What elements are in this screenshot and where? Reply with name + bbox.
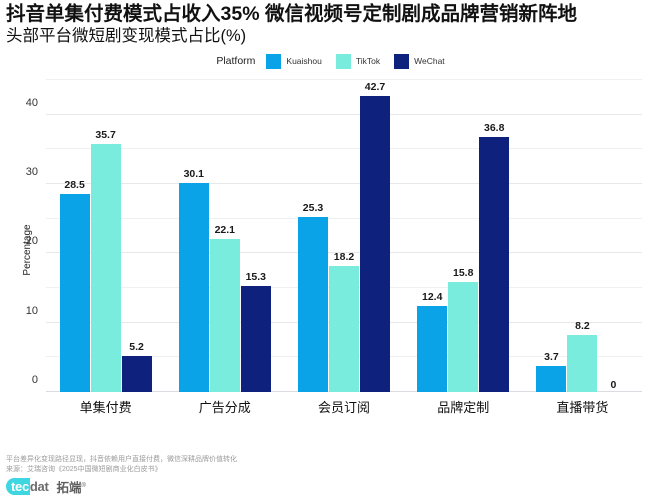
- legend-title: Platform: [216, 55, 256, 67]
- y-axis-tick-label: 20: [25, 235, 38, 248]
- chart-plot: Percentage 0 10 20 30 40 28.5 35.7 5.2 30.1 22.1…: [0, 74, 648, 426]
- logo-tec-text: tec: [6, 477, 30, 495]
- legend-item-kuaishou[interactable]: Kuaishou: [266, 53, 322, 69]
- gridline: [46, 148, 642, 150]
- gridline: [46, 113, 642, 115]
- gridline: [46, 183, 642, 184]
- bar-slot: 36.8: [479, 80, 510, 392]
- bar-value-label: 22.1: [214, 223, 236, 236]
- bar-groups: 28.5 35.7 5.2 30.1 22.1 15.3 25.3 18.2 42.7 12.4 1…: [46, 80, 642, 392]
- bar-value-label: 25.3: [302, 201, 324, 214]
- logo-dat-text: dat: [29, 478, 49, 494]
- bar-slot: 15.8: [448, 80, 479, 392]
- bar-wechat-4[interactable]: 36.8: [479, 122, 510, 392]
- bar-value-label: 8.2: [575, 320, 590, 333]
- bar-value-label: 35.7: [95, 129, 116, 142]
- plot-area: 0 10 20 30 40 28.5 35.7 5.2 30.1 22.1 15.3 25.3 18.…: [26, 79, 642, 392]
- logo-registered-mark: ®: [81, 482, 86, 489]
- bar-group: 3.7 8.2 0: [523, 80, 642, 392]
- bar-slot: 22.1: [209, 80, 240, 392]
- bar-slot: 35.7: [90, 80, 121, 392]
- x-axis-tick-label: 单集付费: [79, 400, 132, 415]
- bar-slot: 28.5: [59, 80, 90, 392]
- x-axis-tick-label: 直播带货: [556, 400, 609, 415]
- bar-kuaishou-3[interactable]: 25.3: [298, 202, 328, 392]
- legend-label-tiktok: TikTok: [355, 56, 381, 66]
- legend-label-kuaishou: Kuaishou: [286, 56, 322, 66]
- bar-tiktok-1[interactable]: 35.7: [90, 129, 121, 392]
- y-axis-title: Percentage: [22, 224, 34, 276]
- bar-slot: 5.2: [121, 80, 152, 392]
- bar-value-label: 36.8: [483, 121, 505, 134]
- bar-value-label: 12.4: [421, 291, 443, 304]
- bar-value-label: 0: [610, 379, 617, 391]
- x-axis-tick-label: 会员订阅: [318, 400, 371, 415]
- bar-value-label: 5.2: [129, 340, 144, 353]
- tecdat-logo: tecdat 拓端®: [6, 477, 646, 496]
- bar-slot: 8.2: [567, 80, 598, 392]
- bar-slot: 15.3: [240, 80, 271, 392]
- legend-label-wechat: WeChat: [414, 56, 445, 66]
- bar-kuaishou-1[interactable]: 28.5: [59, 179, 90, 392]
- logo-cn-text: 拓端®: [57, 477, 86, 496]
- bar-value-label: 3.7: [544, 351, 559, 364]
- bar-group: 25.3 18.2 42.7: [284, 80, 403, 392]
- chart-header: 抖音单集付费模式占收入35% 微信视频号定制剧成品牌营销新阵地 头部平台微短剧变…: [0, 0, 648, 47]
- legend-item-wechat[interactable]: WeChat: [394, 53, 445, 69]
- legend-item-tiktok[interactable]: TikTok: [335, 53, 381, 69]
- bar-value-label: 18.2: [333, 250, 355, 263]
- bar-group: 12.4 15.8 36.8: [404, 80, 523, 392]
- bar-value-label: 42.7: [364, 80, 386, 93]
- page-title: 抖音单集付费模式占收入35% 微信视频号定制剧成品牌营销新阵地: [6, 3, 577, 25]
- bar-wechat-2[interactable]: 15.3: [240, 271, 271, 392]
- legend-swatch-kuaishou: [266, 53, 282, 69]
- bar-slot: 18.2: [329, 80, 359, 392]
- logo-cn-label: 拓端: [56, 481, 82, 495]
- x-axis-tick-label: 广告分成: [198, 400, 251, 415]
- bar-slot: 12.4: [417, 80, 448, 392]
- bar-wechat-3[interactable]: 42.7: [360, 81, 390, 392]
- chart-legend: Platform Kuaishou TikTok WeChat: [20, 52, 648, 70]
- bar-slot: 30.1: [178, 80, 209, 392]
- bar-value-label: 15.8: [452, 267, 474, 280]
- y-axis-tick-label: 0: [31, 374, 38, 386]
- bar-tiktok-4[interactable]: 15.8: [448, 267, 479, 392]
- legend-swatch-tiktok: [335, 53, 351, 69]
- bar-tiktok-3[interactable]: 18.2: [329, 251, 359, 392]
- bar-value-label: 15.3: [245, 270, 267, 283]
- chart-footer: 平台差异化变现路径显现，抖音依赖用户直接付费，微信深耕品牌价值转化 来源：艾瑞咨…: [6, 455, 646, 496]
- bar-tiktok-5[interactable]: 8.2: [567, 320, 598, 392]
- logo-wordmark: tecdat: [6, 477, 52, 495]
- bar-kuaishou-4[interactable]: 12.4: [417, 291, 448, 392]
- legend-swatch-wechat: [394, 53, 410, 69]
- y-axis-tick-label: 30: [25, 166, 38, 178]
- bar-slot: 25.3: [298, 80, 328, 392]
- bar-group: 30.1 22.1 15.3: [165, 80, 284, 392]
- bar-slot: 3.7: [536, 80, 567, 392]
- footer-note-line1: 平台差异化变现路径显现，抖音依赖用户直接付费，微信深耕品牌价值转化: [6, 456, 237, 463]
- footer-note-line2: 来源：艾瑞咨询《2025中国微短剧商业化白皮书》: [6, 465, 162, 473]
- bar-slot: 42.7: [360, 80, 390, 392]
- bar-group: 28.5 35.7 5.2: [46, 80, 165, 392]
- x-axis-labels: 单集付费 广告分成 会员订阅 品牌定制 直播带货: [46, 396, 642, 420]
- gridline: [46, 217, 642, 219]
- x-axis-tick-label: 品牌定制: [437, 400, 490, 415]
- y-axis-tick-label: 10: [25, 304, 38, 317]
- bar-kuaishou-2[interactable]: 30.1: [178, 168, 209, 392]
- gridline: [46, 252, 642, 254]
- bar-value-label: 28.5: [64, 179, 85, 192]
- chart-subtitle: 头部平台微短剧变现模式占比(%): [6, 27, 247, 45]
- bar-kuaishou-5[interactable]: 3.7: [536, 351, 567, 392]
- bar-wechat-1[interactable]: 5.2: [121, 341, 152, 392]
- bar-slot: 0: [598, 80, 628, 392]
- y-axis-tick-label: 40: [25, 96, 38, 109]
- bar-tiktok-2[interactable]: 22.1: [209, 224, 240, 392]
- gridline: [46, 79, 642, 80]
- bar-value-label: 30.1: [183, 168, 205, 181]
